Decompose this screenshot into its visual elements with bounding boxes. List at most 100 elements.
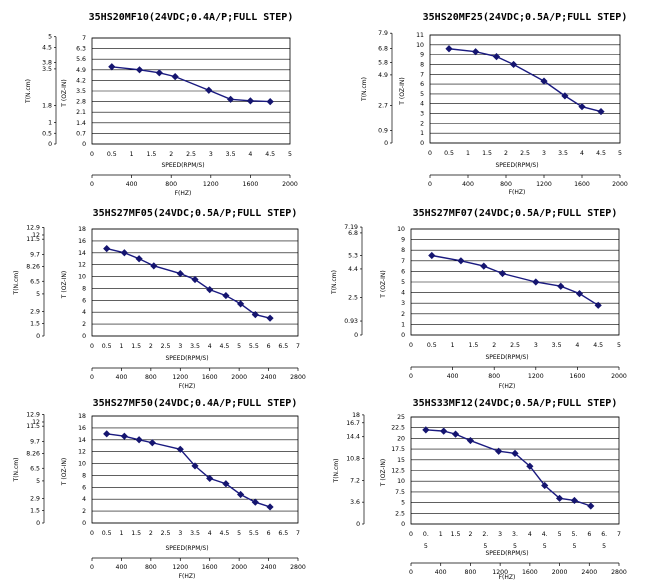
y-tick-label: 4 <box>420 101 424 108</box>
left-axis-tick-label: 5 <box>36 478 40 485</box>
data-point <box>103 430 111 438</box>
x-tick-label: 3.5 <box>190 343 200 350</box>
x-tick-label: 6 <box>587 531 591 538</box>
freq-tick-label: 2800 <box>290 374 306 381</box>
data-point <box>597 107 605 116</box>
y-tick-label: 16 <box>78 425 86 432</box>
data-point <box>422 426 430 434</box>
data-point <box>532 278 540 286</box>
series-line <box>431 254 599 306</box>
data-point <box>555 494 564 502</box>
x-tick-label: 4 <box>208 343 212 350</box>
y-tick-label: 1.4 <box>76 120 86 127</box>
data-point <box>511 449 519 457</box>
x-tick-label: 5 <box>237 343 241 350</box>
x-tick-label: 3.5 <box>226 151 236 158</box>
series-line <box>111 66 271 103</box>
y-tick-label: 5 <box>420 91 424 98</box>
data-point <box>587 502 595 510</box>
y-tick-label: 14 <box>78 250 86 257</box>
y-tick-label: 2 <box>420 120 424 127</box>
chart-title: 35HS27MF50(24VDC;0.4A/P;FULL STEP) <box>93 398 298 409</box>
freq-tick-label: 2400 <box>581 569 597 576</box>
y-tick-label: 2 <box>401 311 405 318</box>
data-point <box>237 490 245 499</box>
x-tick-label: 0 <box>428 150 432 157</box>
x-tick-label: 3.5 <box>558 150 568 157</box>
left-axis-tick-label: 6.8 <box>348 230 358 237</box>
freq-tick-label: 1200 <box>203 181 219 188</box>
left-axis-tick-label: 0 <box>36 520 40 527</box>
x-tick-label: 2 <box>149 530 153 537</box>
freq-tick-label: 2000 <box>552 569 568 576</box>
data-point <box>570 496 579 505</box>
left-axis-title: T(N.cm) <box>331 270 338 295</box>
y-tick-label: 0 <box>82 141 86 148</box>
y-tick-label: 16 <box>78 238 86 245</box>
x-tick-label: 6. <box>601 531 607 538</box>
data-point <box>227 95 235 103</box>
y-tick-label: 7 <box>420 71 424 78</box>
freq-tick-label: 400 <box>462 181 474 188</box>
x-tick-label: 6.5 <box>278 343 288 350</box>
freq-tick-label: 1600 <box>522 569 538 576</box>
y-tick-label: 2.1 <box>76 109 86 116</box>
x-tick-label: 1.5 <box>131 530 141 537</box>
data-point <box>148 439 156 447</box>
speed-axis-title: SPEED(RPM/S) <box>165 355 208 362</box>
freq-tick-label: 0 <box>90 374 94 381</box>
series-line <box>106 247 271 319</box>
y-tick-label: 18 <box>78 226 86 233</box>
left-axis-tick-label: 2.9 <box>30 309 40 316</box>
freq-tick-label: 800 <box>145 564 157 571</box>
freq-tick-label: 2800 <box>290 564 306 571</box>
x-tick-label: 1.5 <box>482 150 492 157</box>
left-axis-tick-label: 9.7 <box>30 438 40 445</box>
data-point <box>103 245 111 253</box>
left-axis-title: T(N.cm) <box>333 459 340 484</box>
x-tick-label: 4.5 <box>220 530 230 537</box>
data-point <box>510 60 518 69</box>
x-tick-label: 0 <box>90 343 94 350</box>
y-tick-label: 10 <box>397 226 405 233</box>
x-tick-label-cont: 5 <box>513 543 517 550</box>
data-point <box>451 430 460 438</box>
freq-tick-label: 1200 <box>172 374 188 381</box>
x-tick-label: 0.5 <box>427 342 437 349</box>
x-tick-label: 1.5 <box>451 531 461 538</box>
left-axis-tick-label: 3.5 <box>42 66 52 73</box>
y-tick-label: 25 <box>397 414 405 421</box>
left-axis-tick-label: 9.7 <box>30 251 40 258</box>
freq-tick-label: 1200 <box>536 181 552 188</box>
x-tick-label: 3. <box>512 531 518 538</box>
y-tick-label: 0 <box>401 332 405 339</box>
y-tick-label: 17.5 <box>391 446 405 453</box>
y-tick-label: 4.2 <box>76 77 86 84</box>
x-tick-label: 1.5 <box>468 342 478 349</box>
x-tick-label: 2.5 <box>520 150 530 157</box>
left-axis-tick-label: 18 <box>352 412 360 419</box>
x-tick-label: 4 <box>208 530 212 537</box>
x-tick-label: 5 <box>618 150 622 157</box>
freq-tick-label: 2400 <box>261 564 277 571</box>
oz-axis-title: T (OZ-IN) <box>380 270 387 298</box>
data-point <box>150 262 158 270</box>
y-tick-label: 0.7 <box>76 130 86 137</box>
y-tick-label: 1 <box>420 130 424 137</box>
data-point <box>445 45 453 53</box>
data-point <box>191 275 199 284</box>
freq-tick-label: 1600 <box>202 564 218 571</box>
y-tick-label: 18 <box>78 413 86 420</box>
freq-tick-label: 400 <box>447 373 459 380</box>
y-tick-label: 10 <box>78 274 86 281</box>
data-point <box>251 311 259 319</box>
data-point <box>135 436 143 444</box>
x-tick-label: 0 <box>409 531 413 538</box>
y-tick-label: 5 <box>401 500 405 507</box>
freq-tick-label: 800 <box>145 374 157 381</box>
x-tick-label: 1 <box>466 150 470 157</box>
x-tick-label: 4.5 <box>593 342 603 349</box>
x-tick-label: 4. <box>542 531 548 538</box>
x-tick-label: 0.5 <box>107 151 117 158</box>
y-tick-label: 12 <box>78 262 86 269</box>
